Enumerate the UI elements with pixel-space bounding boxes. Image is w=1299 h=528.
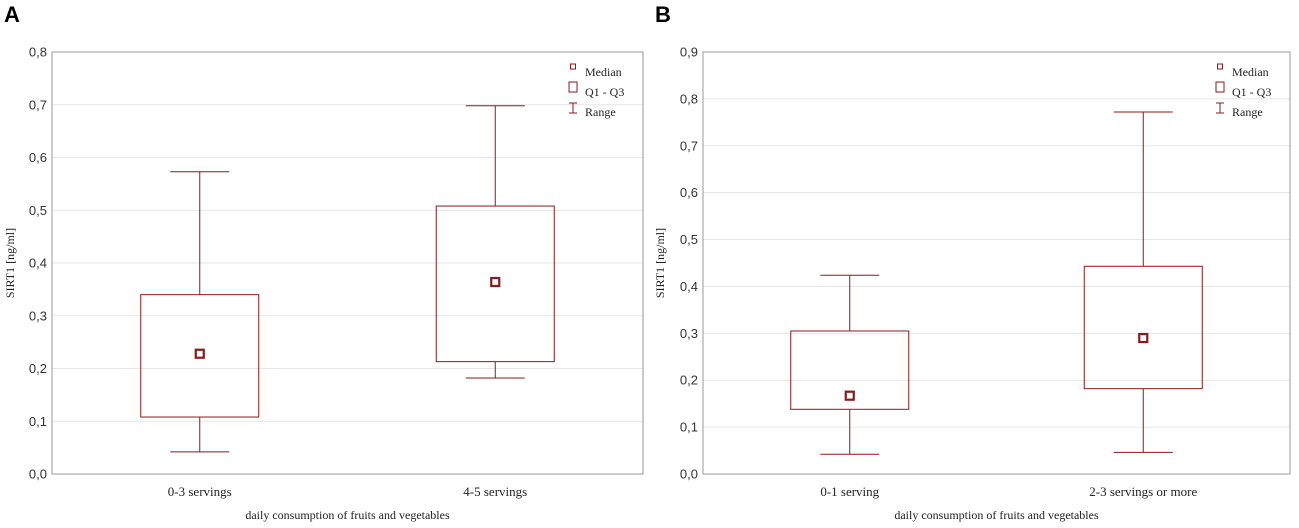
y-tick-label: 0,7 [680,138,698,153]
legend-median-label: Median [1232,65,1269,79]
y-tick-labels: 0,0 0,1 0,2 0,3 0,4 0,5 0,6 0,7 0,8 [29,45,47,482]
y-tick-label: 0,2 [680,373,698,388]
plot-frame [51,51,644,475]
grid-lines [703,98,1290,428]
panel-a: A 0,0 0,1 0,2 0,3 0,4 0,5 0,6 0,7 0,8 0-3 servin… [3,2,644,522]
median-marker [844,390,855,401]
grid-lines [52,104,643,422]
y-tick-label: 0,5 [680,232,698,247]
y-tick-label: 0,3 [680,326,698,341]
median-marker [1138,332,1149,344]
x-axis-title: daily consumption of fruits and vegetabl… [245,508,450,522]
y-tick-label: 0,1 [29,414,47,429]
legend-range-label: Range [1232,105,1263,119]
box-plots [140,105,555,453]
category-label: 0-3 servings [168,484,232,499]
panel-letter-b: B [655,2,671,27]
y-tick-label: 0,6 [680,185,698,200]
legend: Median Q1 - Q3 Range [1215,63,1271,119]
category-labels: 0-1 serving 2-3 servings or more [820,484,1197,499]
legend-q1q3-icon [1215,81,1225,93]
y-tick-label: 0,5 [29,203,47,218]
y-tick-label: 0,4 [29,256,47,271]
legend-range-icon [569,102,577,114]
category-label: 0-1 serving [820,484,879,499]
y-tick-label: 0,0 [29,467,47,482]
box-q1-q3 [140,294,260,418]
legend-median-label: Median [585,65,622,79]
median-marker [194,348,205,359]
y-tick-label: 0,7 [29,97,47,112]
median-marker [490,276,501,288]
y-tick-label: 0,8 [680,91,698,106]
panel-letter-a: A [4,2,20,27]
y-tick-label: 0,2 [29,361,47,376]
x-axis-title: daily consumption of fruits and vegetabl… [894,508,1099,522]
category-label: 4-5 servings [463,484,527,499]
legend-q1q3-label: Q1 - Q3 [1232,85,1271,99]
box-plots [790,111,1203,455]
panel-b: B 0,0 0,1 0,2 0,3 0,4 0,5 0,6 0,7 0,8 0,9 0-1 ser… [653,2,1291,522]
legend-q1q3-icon [568,81,578,93]
y-tick-label: 0,8 [29,45,47,60]
y-tick-label: 0,9 [680,45,698,60]
legend: Median Q1 - Q3 Range [568,63,624,119]
y-tick-label: 0,1 [680,420,698,435]
legend-range-label: Range [585,105,616,119]
y-tick-labels: 0,0 0,1 0,2 0,3 0,4 0,5 0,6 0,7 0,8 0,9 [680,45,698,482]
legend-median-icon [570,63,576,70]
legend-q1q3-label: Q1 - Q3 [585,85,624,99]
y-tick-label: 0,4 [680,279,698,294]
box-q1-q3 [1083,265,1203,390]
plot-frame [702,51,1291,475]
y-tick-label: 0,0 [680,467,698,482]
box-q1-q3 [435,205,555,363]
y-axis-title: SIRT1 [ng/ml] [3,228,17,298]
category-labels: 0-3 servings 4-5 servings [168,484,527,499]
y-tick-label: 0,3 [29,308,47,323]
category-label: 2-3 servings or more [1089,484,1197,499]
y-tick-label: 0,6 [29,150,47,165]
legend-range-icon [1216,102,1224,114]
box-q1-q3 [790,330,910,410]
y-axis-title: SIRT1 [ng/ml] [653,228,667,298]
legend-median-icon [1217,63,1223,70]
